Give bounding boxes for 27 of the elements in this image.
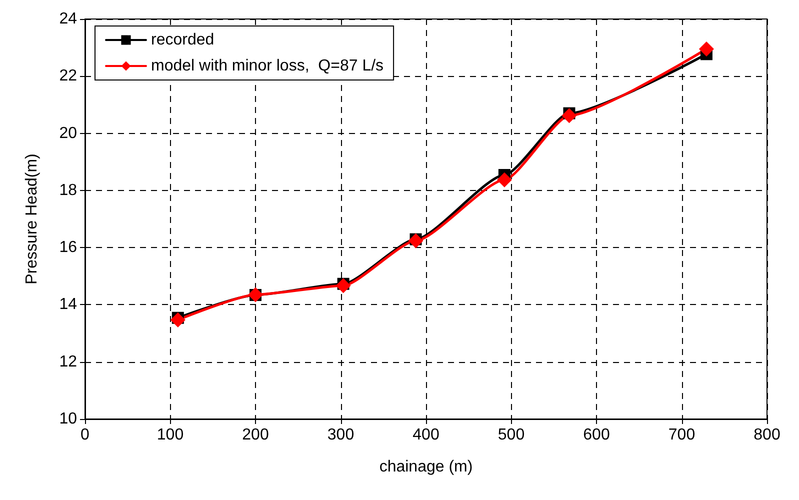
point bbox=[170, 312, 186, 328]
y-tick-label: 24 bbox=[59, 10, 78, 28]
y-tick-label: 16 bbox=[59, 239, 78, 256]
x-tick-label: 300 bbox=[327, 426, 354, 444]
point bbox=[408, 233, 424, 248]
y-axis-title: Pressure Head(m) bbox=[24, 154, 40, 284]
point bbox=[336, 278, 351, 294]
x-tick-label: 400 bbox=[412, 426, 440, 444]
y-tick-label: 20 bbox=[59, 124, 78, 142]
x-tick-label: 600 bbox=[583, 426, 610, 444]
x-axis-title: chainage (m) bbox=[379, 458, 473, 476]
legend-label: model with minor loss, Q=87 L/s bbox=[151, 58, 384, 74]
x-tick-label: 0 bbox=[80, 426, 90, 444]
x-tick-label: 700 bbox=[668, 426, 696, 444]
y-tick-label: 14 bbox=[59, 296, 78, 314]
y-tick-label: 22 bbox=[59, 68, 78, 85]
legend-label: recorded bbox=[151, 32, 214, 48]
y-tick-label: 12 bbox=[59, 353, 78, 370]
x-tick-label: 200 bbox=[242, 426, 269, 444]
x-tick-label: 800 bbox=[754, 426, 780, 444]
x-tick-label: 500 bbox=[498, 426, 525, 444]
point bbox=[496, 172, 512, 188]
x-tick-label: 100 bbox=[156, 426, 184, 444]
y-tick-label: 18 bbox=[59, 182, 78, 199]
point bbox=[698, 42, 714, 56]
point bbox=[562, 108, 577, 124]
y-tick-label: 10 bbox=[59, 410, 78, 428]
